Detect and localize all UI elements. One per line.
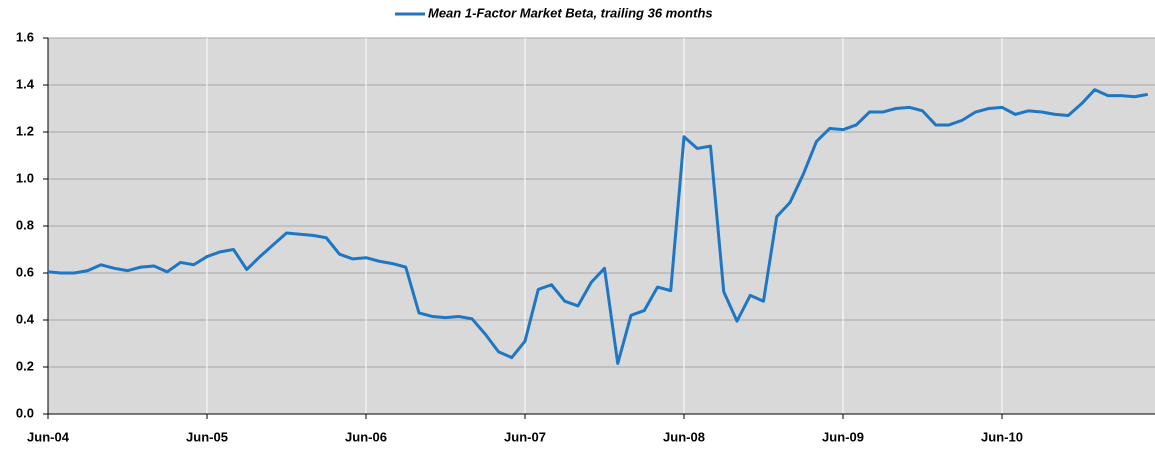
y-tick-label: 1.6 [16, 29, 34, 44]
x-tick-label: Jun-10 [981, 429, 1023, 444]
y-tick-label: 0.8 [16, 217, 34, 232]
y-tick-label: 0.2 [16, 358, 34, 373]
x-tick-label: Jun-06 [345, 429, 387, 444]
y-tick-label: 1.0 [16, 170, 34, 185]
x-tick-label: Jun-07 [504, 429, 546, 444]
legend-label: Mean 1-Factor Market Beta, trailing 36 m… [428, 5, 713, 20]
line [47, 88, 1149, 365]
x-tick-label: Jun-04 [27, 429, 70, 444]
x-tick-label: Jun-09 [822, 429, 864, 444]
y-tick-label: 0.4 [16, 311, 35, 326]
y-tick-label: 1.2 [16, 123, 34, 138]
x-tick-label: Jun-05 [186, 429, 228, 444]
y-tick-label: 0.6 [16, 264, 34, 279]
x-tick-label: Jun-08 [663, 429, 705, 444]
y-tick-label: 0.0 [16, 405, 34, 420]
y-tick-label: 1.4 [16, 76, 35, 91]
